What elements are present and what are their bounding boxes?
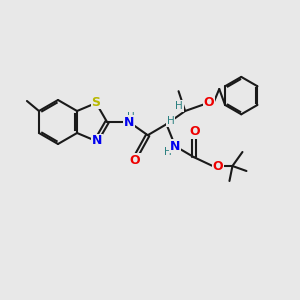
Text: H: H <box>167 116 174 126</box>
Text: H: H <box>164 147 172 157</box>
Text: N: N <box>92 134 102 148</box>
Text: O: O <box>203 96 214 109</box>
Text: S: S <box>92 95 100 109</box>
Text: N: N <box>124 116 134 128</box>
Text: H: H <box>175 101 183 111</box>
Text: O: O <box>190 125 200 138</box>
Text: O: O <box>212 160 223 172</box>
Text: N: N <box>170 140 180 153</box>
Text: H: H <box>127 112 135 122</box>
Text: O: O <box>129 154 140 166</box>
